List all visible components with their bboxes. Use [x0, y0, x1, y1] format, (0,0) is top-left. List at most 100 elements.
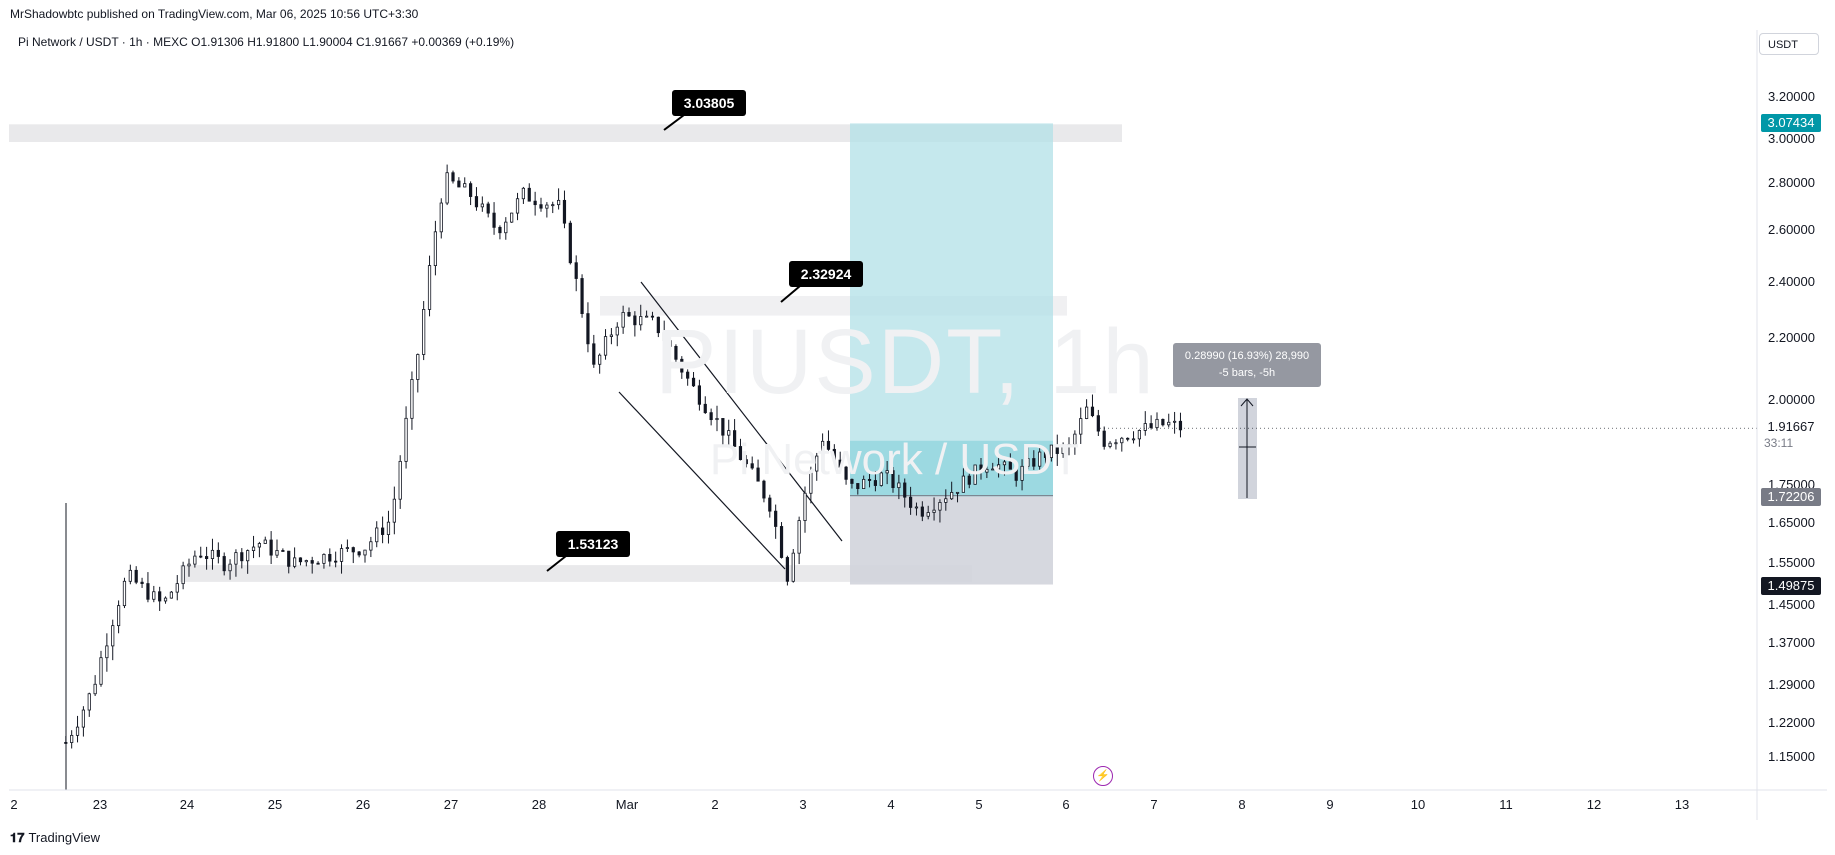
tradingview-logo[interactable]: 𝟏𝟕 TradingView: [10, 830, 100, 846]
x-axis-tick: 23: [92, 797, 108, 812]
candle-body: [703, 403, 707, 414]
candle-body: [697, 385, 702, 405]
candle-body: [416, 354, 420, 380]
candle-body: [914, 506, 919, 509]
candle-body: [480, 203, 484, 208]
candle-body: [152, 591, 156, 600]
candle-body: [803, 492, 807, 521]
candle-body: [1085, 406, 1089, 419]
candle-body: [199, 555, 203, 558]
x-axis-tick: 2: [711, 797, 719, 812]
candle-body: [316, 562, 320, 565]
x-axis-tick: Mar: [615, 797, 639, 812]
candle-body: [598, 354, 602, 365]
candle-body: [944, 498, 948, 503]
candle-body: [398, 460, 402, 500]
candle-body: [187, 563, 191, 567]
candle-body: [304, 560, 308, 563]
candle-body: [574, 262, 578, 279]
candle-body: [686, 371, 690, 379]
candle-body: [967, 475, 971, 485]
candle-body: [1090, 406, 1095, 417]
candle-body: [903, 482, 907, 498]
candle-body: [715, 418, 719, 421]
candle-body: [932, 509, 936, 513]
candle-body: [451, 172, 455, 182]
candle-body: [1020, 465, 1024, 481]
y-axis-tick: 1.22000: [1768, 715, 1815, 730]
candle-body: [457, 180, 461, 188]
candle-body: [310, 560, 314, 564]
candle-body: [521, 187, 526, 200]
candle-body: [826, 440, 831, 450]
x-axis-tick: 25: [267, 797, 283, 812]
tv-logo-icon: 𝟏𝟕: [10, 830, 25, 845]
candle-body: [562, 199, 567, 224]
candle-body: [75, 726, 80, 736]
candle-body: [656, 316, 660, 334]
candle-body: [251, 546, 256, 551]
support-zone: [180, 565, 972, 582]
measure-tooltip: 0.28990 (16.93%) 28,990 -5 bars, -5h: [1173, 343, 1321, 387]
candle-body: [721, 418, 725, 436]
candle-body: [263, 539, 267, 544]
target-price-label: 3.07434: [1761, 114, 1821, 132]
candle-body: [662, 332, 666, 342]
measure-line-1: 0.28990 (16.93%) 28,990: [1184, 350, 1310, 362]
candle-body: [93, 683, 97, 695]
candle-body: [1149, 423, 1153, 428]
candle-body: [615, 326, 619, 336]
measure-arrowhead: [1240, 398, 1254, 407]
loss-zone: [850, 495, 1053, 585]
candle-body: [433, 231, 438, 266]
candle-body: [873, 480, 878, 486]
y-axis-tick: 3.20000: [1768, 89, 1815, 104]
candle-body: [134, 569, 138, 583]
candle-body: [580, 278, 584, 315]
candle-body: [363, 549, 367, 556]
entry-price-label: 1.72206: [1761, 488, 1821, 506]
candle-body: [87, 693, 91, 711]
candle-body: [545, 204, 549, 209]
candle-body: [1120, 437, 1124, 444]
lightning-bolt-icon[interactable]: ⚡: [1093, 766, 1113, 786]
candle-body: [1178, 420, 1183, 431]
candle-body: [410, 379, 414, 419]
candle-body: [287, 550, 291, 567]
x-axis-tick: 9: [1326, 797, 1334, 812]
candle-body: [334, 560, 338, 563]
candle-body: [234, 552, 238, 565]
x-axis-tick: 7: [1150, 797, 1158, 812]
candle-body: [445, 172, 449, 204]
candle-body: [298, 557, 303, 563]
candle-body: [105, 645, 109, 659]
callout-top-level[interactable]: 3.03805: [672, 90, 746, 116]
callout-mid-pointer: [780, 285, 801, 303]
candle-body: [533, 200, 537, 206]
currency-selector[interactable]: USDT: [1759, 33, 1819, 55]
candle-body: [163, 597, 168, 602]
candle-body: [228, 563, 232, 572]
candle-body: [862, 478, 866, 489]
candle-body: [1049, 444, 1053, 458]
candle-body: [1079, 418, 1083, 435]
callout-mid-level[interactable]: 2.32924: [789, 261, 863, 287]
candle-body: [1167, 421, 1171, 426]
candle-body: [504, 221, 508, 234]
candle-body: [1008, 461, 1012, 470]
candle-body: [99, 657, 103, 685]
candle-body: [1108, 442, 1112, 447]
candle-body: [146, 583, 150, 600]
candle-body: [1002, 461, 1007, 466]
x-axis-tick: 10: [1410, 797, 1426, 812]
candle-body: [961, 475, 966, 493]
candle-body: [639, 316, 643, 326]
candle-body: [750, 463, 754, 469]
current-price-label: 1.91667: [1761, 418, 1821, 436]
callout-low-level[interactable]: 1.53123: [556, 531, 630, 557]
candle-body: [1173, 420, 1177, 423]
candle-body: [832, 448, 836, 461]
y-axis-tick: 1.45000: [1768, 597, 1815, 612]
candle-body: [117, 605, 121, 627]
